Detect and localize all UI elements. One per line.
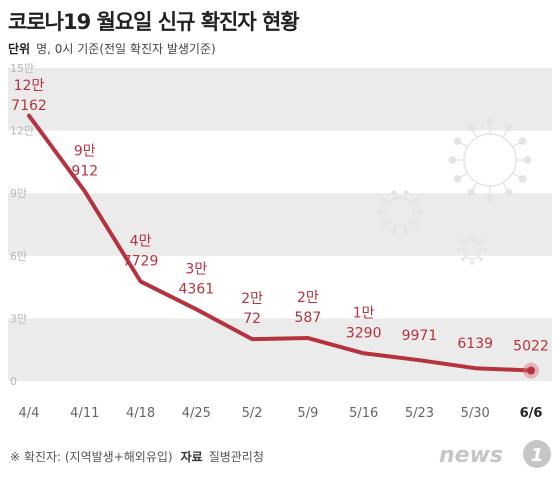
data-label-line: 9971 xyxy=(402,328,438,344)
data-label: 4만 7729 xyxy=(123,233,159,269)
data-label: 9만 912 xyxy=(71,143,98,179)
x-axis: 4/4 4/11 4/18 4/25 5/2 5/9 5/16 5/23 5/30 6/6 xyxy=(19,406,543,421)
x-tick-label: 5/2 xyxy=(242,406,263,421)
data-label-line: 912 xyxy=(71,163,98,179)
x-tick-label: 6/6 xyxy=(520,406,543,421)
data-label-line: 7729 xyxy=(123,253,159,269)
logo-text: news xyxy=(439,443,503,468)
virus-icon xyxy=(377,190,423,234)
y-tick-label: 15만 xyxy=(10,62,34,75)
data-label: 9971 xyxy=(402,328,438,344)
source-text: 질병관리청 xyxy=(208,450,264,464)
virus-icon xyxy=(448,118,532,202)
subtitle: 단위 명, 0시 기준(전일 확진자 발생기준) xyxy=(8,40,216,57)
data-label: 2만 587 xyxy=(295,290,322,326)
x-tick-label: 4/4 xyxy=(19,406,40,421)
x-tick-label: 5/23 xyxy=(405,406,434,421)
data-label: 3만 4361 xyxy=(179,261,215,297)
x-tick-label: 4/11 xyxy=(70,406,99,421)
logo-circle xyxy=(523,440,551,468)
virus-illustration xyxy=(377,118,532,265)
x-tick-label: 5/30 xyxy=(461,406,490,421)
x-tick-label: 4/18 xyxy=(126,406,155,421)
unit-label: 단위 xyxy=(8,42,31,56)
series-path xyxy=(27,113,533,373)
y-tick-label: 9만 xyxy=(10,187,27,200)
data-label-line: 9만 xyxy=(74,143,96,159)
data-label-line: 72 xyxy=(243,311,261,327)
grid-band xyxy=(8,68,552,131)
news1-logo: news 1 xyxy=(439,440,551,468)
y-axis: 15만 12만 9만 6만 3만 0 xyxy=(10,62,34,388)
x-tick-label: 5/9 xyxy=(297,406,318,421)
virus-icon xyxy=(457,235,487,265)
page-title: 코로나19 월요일 신규 확진자 현황 xyxy=(8,10,300,34)
data-label-line: 1만 xyxy=(353,305,375,321)
y-tick-label: 3만 xyxy=(10,312,27,325)
data-label-line: 2만 xyxy=(297,290,319,306)
grid-band xyxy=(8,318,552,381)
grid-band xyxy=(8,193,552,256)
data-label-line: 6139 xyxy=(457,336,493,352)
grid-bands xyxy=(8,68,552,381)
data-label-line: 4361 xyxy=(179,281,215,297)
x-tick-label: 5/16 xyxy=(349,406,378,421)
footer: ※ 확진자: (지역발생+해외유입) 자료 질병관리청 xyxy=(10,448,264,465)
unit-text: 명, 0시 기준(전일 확진자 발생기준) xyxy=(36,42,216,56)
y-tick-label: 0 xyxy=(10,375,17,388)
y-tick-label: 12만 xyxy=(10,125,34,138)
data-label-line: 3만 xyxy=(185,261,207,277)
data-label: 5022 xyxy=(513,339,549,355)
y-tick-label: 6만 xyxy=(10,250,27,263)
footnote: ※ 확진자: (지역발생+해외유입) xyxy=(10,450,173,464)
data-label-line: 7162 xyxy=(11,98,47,114)
series-line xyxy=(27,113,539,379)
logo-mark: 1 xyxy=(531,445,544,466)
x-tick-label: 4/25 xyxy=(182,406,211,421)
data-label-line: 587 xyxy=(295,310,322,326)
highlight-point xyxy=(527,366,535,375)
data-label-line: 3290 xyxy=(346,325,382,341)
data-label: 6139 xyxy=(457,336,493,352)
source-label: 자료 xyxy=(180,450,203,464)
data-label-line: 2만 xyxy=(241,291,263,307)
data-label: 1만 3290 xyxy=(346,305,382,341)
data-label-line: 4만 xyxy=(130,233,152,249)
data-label: 2만 72 xyxy=(241,291,263,327)
data-label-line: 12만 xyxy=(14,78,45,94)
data-label-line: 5022 xyxy=(513,339,549,355)
data-label: 12만 7162 xyxy=(11,78,47,114)
